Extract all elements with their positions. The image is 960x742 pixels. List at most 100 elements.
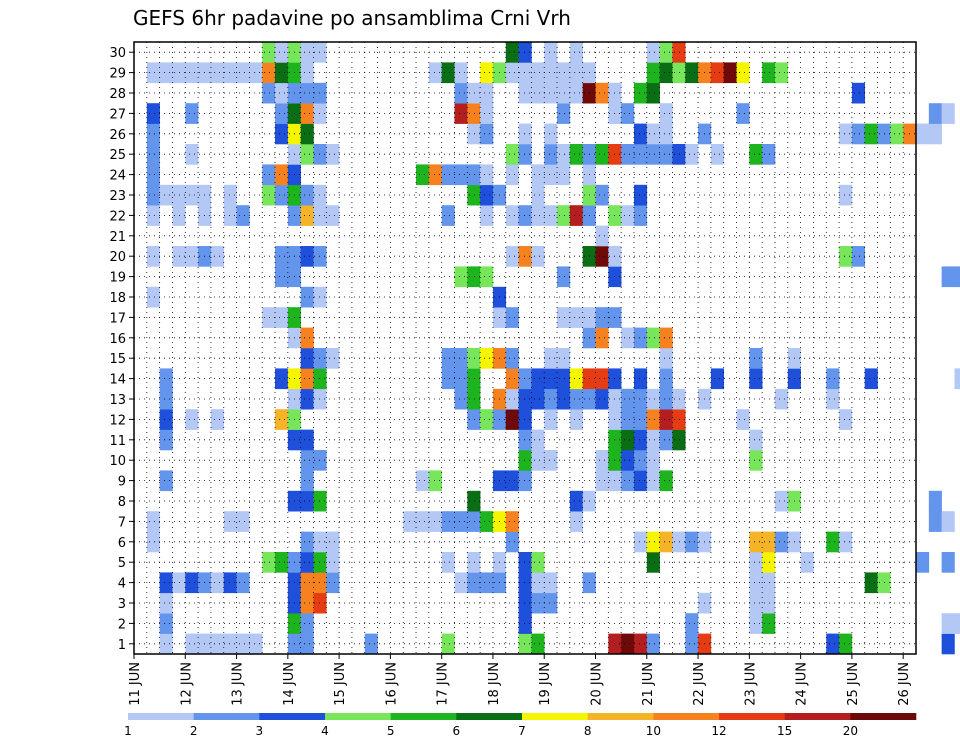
heatmap-cell	[749, 552, 763, 573]
heatmap-cell	[467, 572, 481, 594]
heatmap-cell	[569, 388, 583, 410]
heatmap-cell	[185, 246, 199, 267]
heatmap-cell	[505, 164, 519, 186]
plot-frame	[133, 41, 917, 655]
heatmap-cell	[467, 123, 481, 145]
legend-label: 1	[124, 724, 132, 738]
heatmap-cell	[467, 184, 481, 206]
heatmap-cell	[300, 429, 314, 451]
heatmap-cell	[223, 62, 237, 84]
heatmap-cell	[262, 62, 276, 84]
heatmap-cell	[633, 388, 648, 410]
heatmap-cell	[467, 388, 481, 410]
heatmap-cell	[146, 286, 160, 308]
y-tick-label: 30	[109, 46, 126, 61]
legend-swatch	[193, 713, 260, 720]
heatmap-cell	[416, 511, 430, 532]
heatmap-cell	[480, 511, 494, 532]
y-tick-label: 8	[118, 495, 126, 510]
heatmap-cell	[659, 388, 673, 410]
heatmap-cell	[633, 450, 648, 471]
heatmap-cell	[569, 368, 583, 390]
heatmap-cell	[505, 511, 519, 532]
heatmap-cell	[595, 246, 609, 267]
heatmap-cell	[313, 184, 327, 206]
y-tick-label: 7	[118, 515, 126, 530]
heatmap-cell	[544, 409, 558, 430]
heatmap-cell	[300, 144, 314, 165]
heatmap-cell	[557, 266, 571, 288]
heatmap-cell	[313, 144, 327, 165]
heatmap-cell	[839, 123, 853, 145]
heatmap-cell	[569, 511, 583, 532]
heatmap-cell	[159, 368, 173, 390]
heatmap-cell	[557, 62, 571, 84]
heatmap-cell	[262, 42, 276, 63]
heatmap-cell	[467, 164, 481, 186]
heatmap-cell	[595, 470, 609, 492]
heatmap-cell	[544, 205, 558, 226]
y-tick-label: 28	[109, 87, 126, 102]
heatmap-cell	[467, 409, 481, 430]
heatmap-cell	[313, 592, 327, 614]
heatmap-cell	[954, 613, 960, 634]
heatmap-cell	[659, 531, 673, 553]
heatmap-cell	[659, 429, 673, 451]
heatmap-cell	[518, 368, 532, 390]
heatmap-cell	[518, 144, 532, 165]
heatmap-cell	[646, 633, 660, 655]
heatmap-cell	[518, 246, 532, 267]
heatmap-cell	[595, 82, 609, 104]
heatmap-cell	[646, 144, 660, 165]
heatmap-cell	[185, 144, 199, 165]
heatmap-cell	[262, 82, 276, 104]
legend-label: 2	[190, 724, 198, 738]
heatmap-cell	[505, 246, 519, 267]
heatmap-cell	[236, 633, 250, 655]
heatmap-cell	[275, 266, 289, 288]
heatmap-cell	[659, 368, 673, 390]
grid-lines	[134, 42, 916, 654]
heatmap-cell	[146, 164, 160, 186]
heatmap-cell	[595, 450, 609, 471]
y-tick-label: 6	[118, 536, 126, 551]
heatmap-cell	[518, 409, 532, 430]
heatmap-cell	[557, 348, 571, 369]
heatmap-cell	[518, 62, 532, 84]
legend-swatch	[325, 713, 391, 720]
heatmap-cell	[928, 103, 942, 124]
heatmap-cell	[762, 531, 776, 553]
heatmap-cell	[518, 470, 532, 492]
heatmap-cell	[275, 184, 289, 206]
heatmap-cell	[262, 184, 276, 206]
heatmap-cell	[621, 450, 635, 471]
heatmap-cell	[826, 388, 840, 410]
heatmap-cell	[544, 123, 558, 145]
heatmap-cell	[672, 144, 686, 165]
heatmap-cell	[223, 633, 237, 655]
heatmap-cell	[916, 552, 930, 573]
heatmap-cell	[454, 82, 468, 104]
heatmap-cell	[326, 552, 340, 573]
heatmap-cell	[480, 572, 494, 594]
heatmap-cell	[210, 62, 225, 84]
heatmap-cell	[569, 42, 583, 63]
heatmap-cell	[646, 470, 660, 492]
heatmap-cell	[557, 103, 571, 124]
heatmap-cell	[646, 82, 660, 104]
heatmap-cell	[762, 62, 776, 84]
heatmap-cell	[851, 82, 866, 104]
heatmap-cell	[275, 409, 289, 430]
heatmap-cell	[518, 429, 532, 451]
heatmap-cell	[864, 368, 878, 390]
heatmap-cell	[300, 592, 314, 614]
heatmap-cell	[595, 368, 609, 390]
heatmap-cell	[621, 633, 635, 655]
heatmap-cell	[518, 450, 532, 471]
heatmap-cell	[300, 42, 314, 63]
heatmap-cell	[941, 511, 955, 532]
legend-swatch	[522, 713, 588, 720]
heatmap-cell	[826, 368, 840, 390]
heatmap-cell	[736, 409, 750, 430]
heatmap-cell	[146, 144, 160, 165]
